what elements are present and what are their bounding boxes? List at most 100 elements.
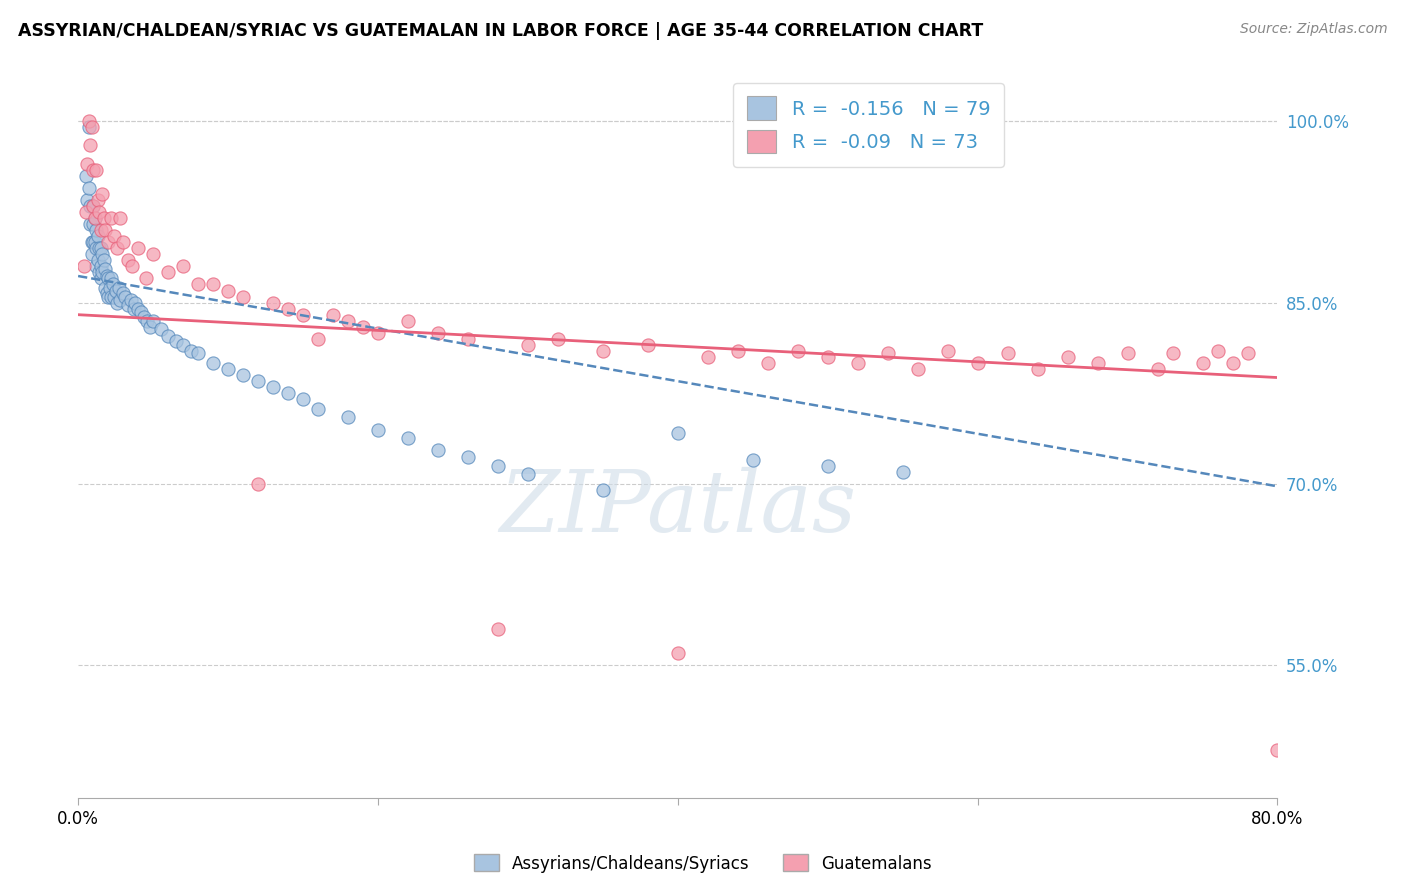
Point (352, 319, 374, 334)
Point (396, 431, 419, 445)
Point (127, 241, 149, 255)
Point (90, 271, 112, 285)
Point (94, 261, 117, 276)
Point (82, 162, 104, 177)
Point (336, 314, 359, 328)
Point (105, 241, 128, 255)
Point (96, 268, 118, 283)
Point (426, 326, 449, 340)
Point (232, 289, 254, 303)
Point (97, 235, 120, 250)
Point (457, 332, 479, 346)
Point (637, 338, 659, 352)
Point (1222, 356, 1244, 370)
Point (73, 260, 96, 274)
Point (367, 423, 389, 437)
Point (846, 356, 869, 370)
Point (1191, 356, 1213, 370)
Point (75, 169, 97, 183)
Point (132, 310, 155, 325)
Point (77, 114, 100, 128)
Point (82, 235, 104, 250)
Point (817, 458, 839, 473)
Point (592, 483, 614, 497)
Point (80, 120, 103, 135)
Point (247, 374, 270, 388)
Point (83, 211, 105, 225)
Point (117, 253, 139, 268)
Point (79, 138, 101, 153)
Point (82, 199, 104, 213)
Point (277, 301, 299, 316)
Text: Source: ZipAtlas.com: Source: ZipAtlas.com (1240, 22, 1388, 37)
Text: ZIPatlas: ZIPatlas (499, 467, 856, 549)
Point (100, 271, 122, 285)
Point (165, 334, 187, 349)
Point (1267, 743, 1289, 757)
Point (87, 241, 110, 255)
Point (1087, 356, 1109, 370)
Point (180, 343, 202, 358)
Point (94, 223, 117, 237)
Point (84, 162, 107, 177)
Point (277, 386, 299, 401)
Point (114, 289, 136, 303)
Point (83, 211, 105, 225)
Point (96, 285, 118, 300)
Point (117, 298, 139, 312)
Point (367, 326, 389, 340)
Point (103, 229, 125, 244)
Point (1206, 343, 1229, 358)
Point (292, 392, 315, 407)
Point (101, 277, 124, 292)
Point (307, 332, 329, 346)
Point (103, 289, 125, 303)
Point (217, 362, 239, 376)
Point (172, 260, 194, 274)
Point (741, 452, 763, 467)
Point (426, 443, 449, 458)
Point (76, 156, 98, 170)
Point (77, 181, 100, 195)
Point (666, 426, 689, 441)
Point (139, 319, 162, 334)
Point (80, 247, 103, 261)
Point (592, 343, 614, 358)
Point (997, 346, 1019, 360)
Point (187, 277, 209, 292)
Point (76, 193, 98, 207)
Point (107, 281, 129, 295)
Point (87, 265, 110, 279)
Point (87, 205, 110, 219)
Point (90, 241, 112, 255)
Point (90, 223, 112, 237)
Point (547, 332, 569, 346)
Point (1161, 346, 1184, 360)
Point (84, 223, 107, 237)
Point (817, 350, 839, 364)
Point (891, 465, 914, 479)
Point (91, 265, 114, 279)
Point (1026, 362, 1049, 376)
Point (202, 277, 225, 292)
Text: ASSYRIAN/CHALDEAN/SYRIAC VS GUATEMALAN IN LABOR FORCE | AGE 35-44 CORRELATION CH: ASSYRIAN/CHALDEAN/SYRIAC VS GUATEMALAN I… (18, 22, 984, 40)
Point (1056, 350, 1078, 364)
Point (876, 346, 898, 360)
Point (80, 235, 103, 250)
Point (104, 284, 127, 298)
Point (79, 199, 101, 213)
Point (82, 199, 104, 213)
Point (907, 362, 929, 376)
Legend: Assyrians/Chaldeans/Syriacs, Guatemalans: Assyrians/Chaldeans/Syriacs, Guatemalans (467, 847, 939, 880)
Point (100, 289, 122, 303)
Point (112, 235, 135, 250)
Point (83, 235, 105, 250)
Point (486, 458, 509, 473)
Point (727, 343, 749, 358)
Point (97, 271, 120, 285)
Point (93, 253, 115, 268)
Point (217, 284, 239, 298)
Point (124, 295, 146, 310)
Point (122, 301, 145, 316)
Point (135, 271, 157, 285)
